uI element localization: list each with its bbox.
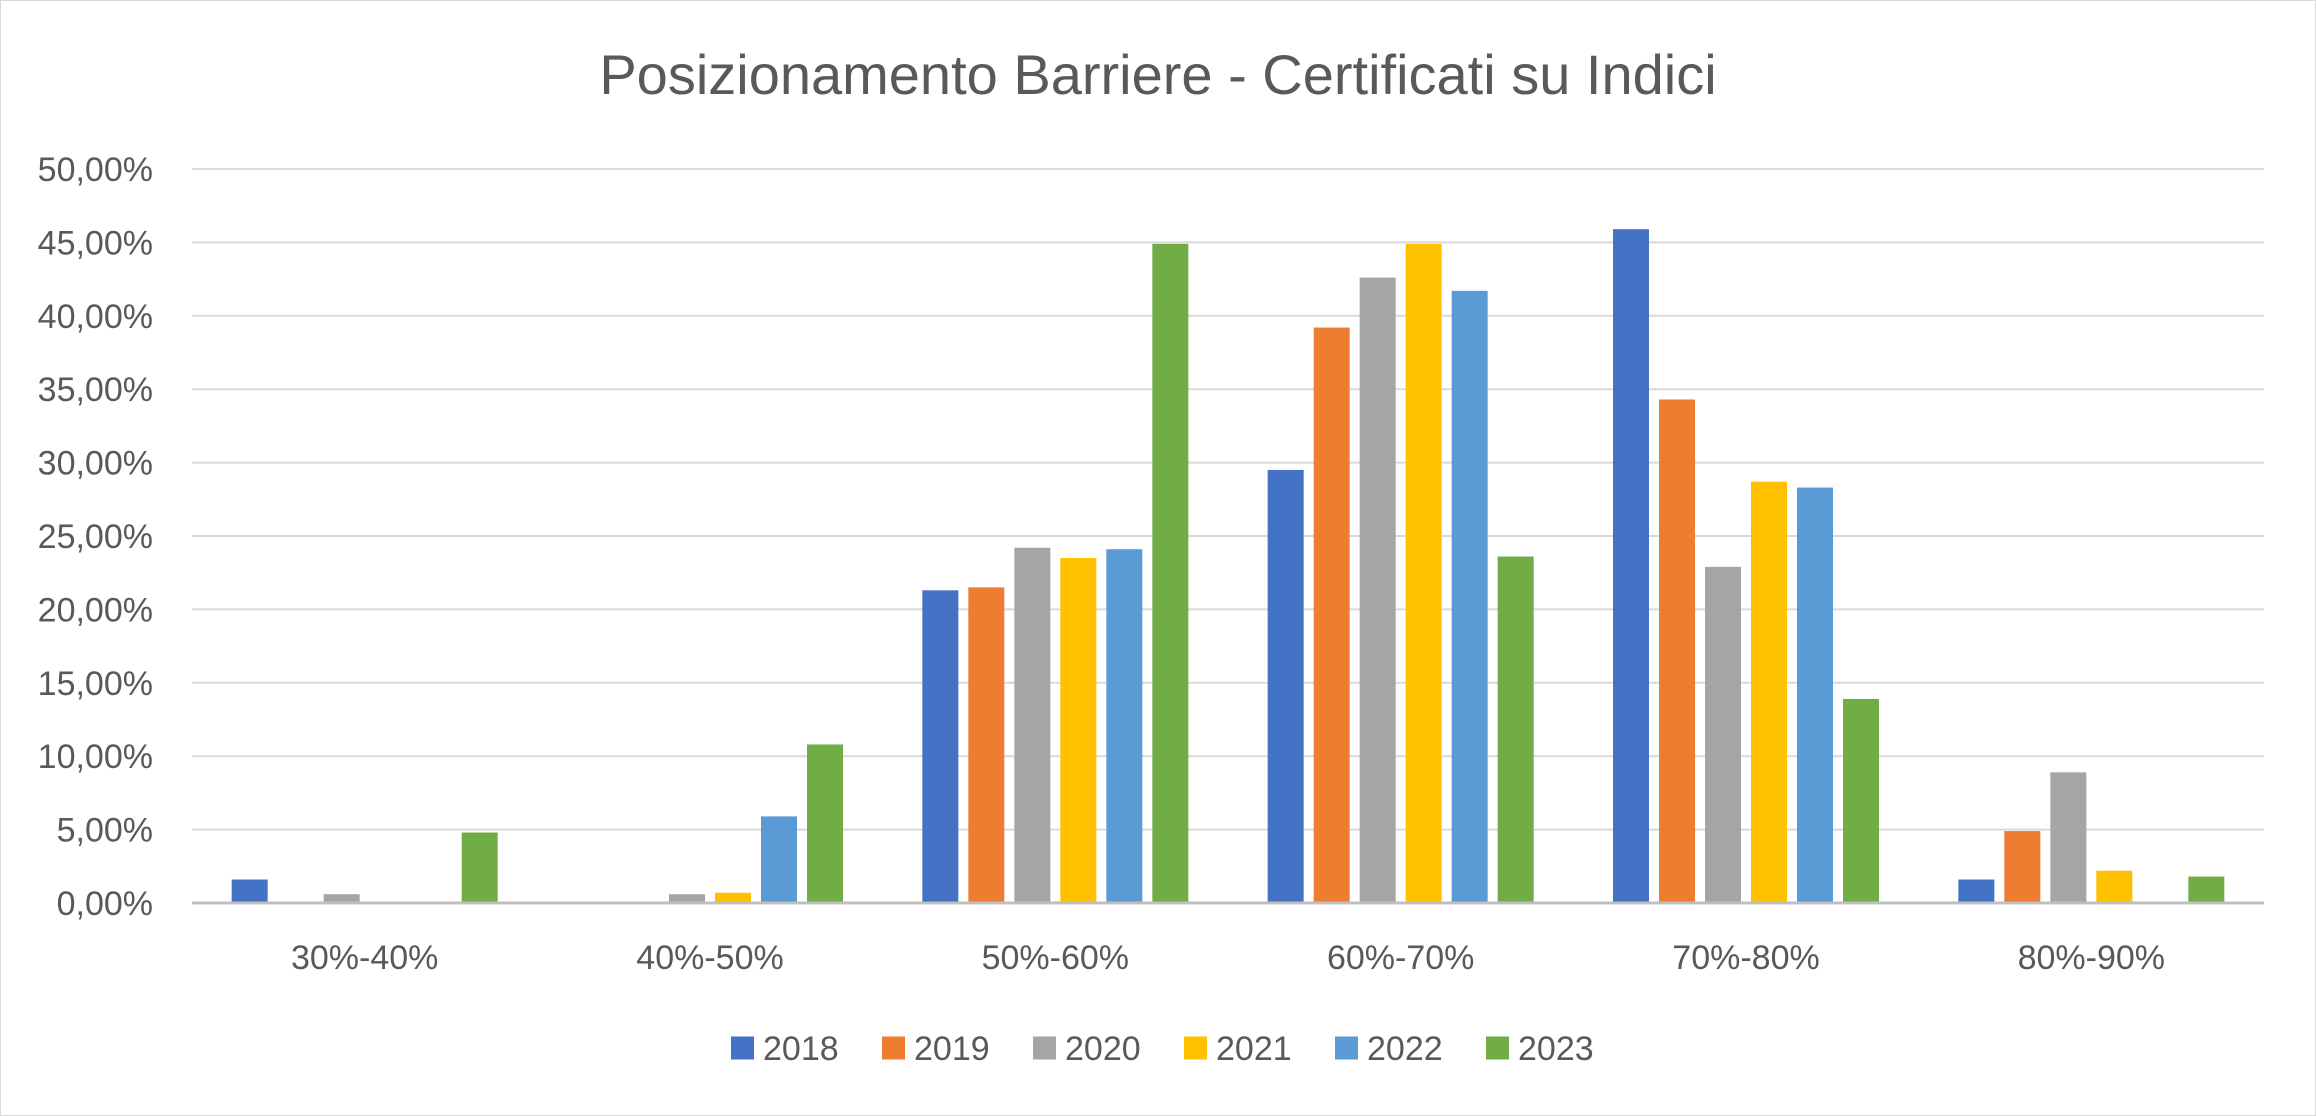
bar-2019-60%-70% xyxy=(1313,327,1350,903)
y-tick-label: 25,00% xyxy=(38,518,153,556)
bar-2018-60%-70% xyxy=(1267,469,1304,903)
y-tick-label: 15,00% xyxy=(38,665,153,703)
legend-label-2022: 2022 xyxy=(1367,1030,1443,1068)
y-axis: 0,00% 5,00% 10,00% 15,00% 20,00% 25,00% 30,00%… xyxy=(38,151,153,923)
legend-label-2023: 2023 xyxy=(1518,1030,1594,1068)
bar-2018-50%-60% xyxy=(922,590,959,903)
bar-2023-80%-90% xyxy=(2188,876,2225,903)
bar-2020-70%-80% xyxy=(1705,566,1741,903)
legend-swatch-2018 xyxy=(731,1036,754,1060)
legend-swatch-2019 xyxy=(882,1036,905,1060)
bar-2023-40%-50% xyxy=(807,744,843,903)
bar-2019-70%-80% xyxy=(1659,399,1695,903)
legend-label-2019: 2019 xyxy=(914,1030,990,1068)
legend-swatch-2021 xyxy=(1184,1036,1207,1060)
x-category-label: 40%-50% xyxy=(636,939,783,977)
y-tick-label: 45,00% xyxy=(38,224,153,262)
bar-2021-40%-50% xyxy=(715,892,751,903)
bar-2018-70%-80% xyxy=(1613,229,1649,904)
legend-label-2021: 2021 xyxy=(1216,1030,1292,1068)
y-tick-label: 35,00% xyxy=(38,371,153,409)
bar-2022-70%-80% xyxy=(1797,487,1833,903)
bar-2021-80%-90% xyxy=(2096,870,2133,903)
bar-2020-50%-60% xyxy=(1014,547,1051,903)
bar-2022-50%-60% xyxy=(1106,549,1143,903)
bar-2021-50%-60% xyxy=(1060,558,1097,903)
x-category-label: 80%-90% xyxy=(2018,939,2165,977)
chart-title: Posizionamento Barriere - Certificati su… xyxy=(599,43,1716,106)
y-tick-label: 20,00% xyxy=(38,591,153,629)
y-tick-label: 0,00% xyxy=(57,885,153,923)
bar-2023-60%-70% xyxy=(1497,556,1534,903)
y-tick-label: 50,00% xyxy=(38,151,153,189)
legend-swatch-2020 xyxy=(1033,1036,1056,1060)
x-category-label: 50%-60% xyxy=(982,939,1129,977)
legend-label-2018: 2018 xyxy=(763,1030,839,1068)
bar-2020-60%-70% xyxy=(1359,277,1396,904)
bar-2021-60%-70% xyxy=(1405,243,1442,904)
bar-2020-40%-50% xyxy=(669,894,705,903)
x-category-label: 30%-40% xyxy=(291,939,438,977)
y-tick-label: 30,00% xyxy=(38,445,153,483)
x-category-label: 60%-70% xyxy=(1327,939,1474,977)
bar-2022-60%-70% xyxy=(1451,290,1488,903)
gridlines xyxy=(192,168,2264,831)
legend-swatch-2023 xyxy=(1486,1036,1509,1060)
bar-2018-80%-90% xyxy=(1958,879,1995,903)
bar-2021-70%-80% xyxy=(1751,481,1787,903)
legend-label-2020: 2020 xyxy=(1065,1030,1141,1068)
bar-2020-30%-40% xyxy=(323,894,360,903)
bar-2023-30%-40% xyxy=(461,832,498,903)
x-axis: 30%-40% 40%-50% 50%-60% 60%-70% 70%-80% 80%-9… xyxy=(192,901,2264,977)
x-category-label: 70%-80% xyxy=(1672,939,1819,977)
bars xyxy=(231,229,2225,904)
y-tick-label: 10,00% xyxy=(38,738,153,776)
bar-2023-50%-60% xyxy=(1152,243,1189,904)
legend: 2018 2019 2020 2021 2022 2023 xyxy=(731,1030,1594,1068)
legend-swatch-2022 xyxy=(1335,1036,1358,1060)
bar-2019-80%-90% xyxy=(2004,831,2041,903)
bar-2023-70%-80% xyxy=(1843,698,1879,903)
y-tick-label: 5,00% xyxy=(57,812,153,850)
bar-2022-40%-50% xyxy=(761,816,797,903)
bar-2019-50%-60% xyxy=(968,587,1005,903)
bar-2020-80%-90% xyxy=(2050,772,2087,903)
y-tick-label: 40,00% xyxy=(38,298,153,336)
bar-2018-30%-40% xyxy=(231,879,268,903)
